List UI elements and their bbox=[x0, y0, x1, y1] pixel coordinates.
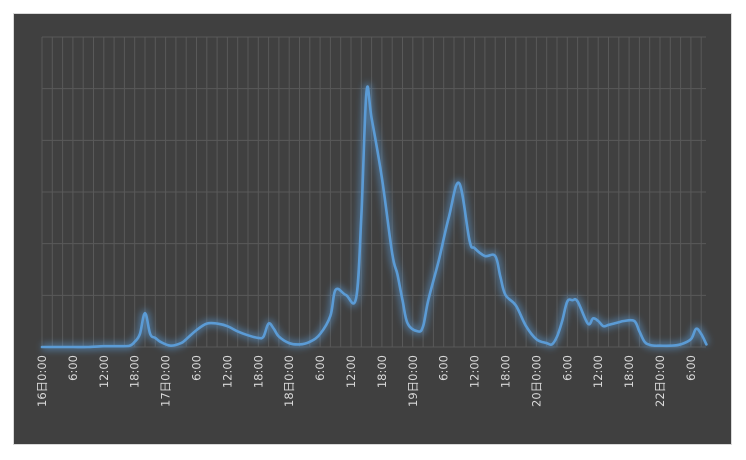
x-tick-label: 18:00 bbox=[375, 355, 389, 388]
x-tick-label: 16日0:00 bbox=[35, 355, 49, 407]
x-tick-label: 6:00 bbox=[66, 355, 80, 381]
x-tick-label: 18日0:00 bbox=[282, 355, 296, 407]
x-tick-label: 18:00 bbox=[128, 355, 142, 388]
x-tick-label: 18:00 bbox=[622, 355, 636, 388]
x-tick-label: 18:00 bbox=[251, 355, 265, 388]
chart-area bbox=[13, 13, 732, 445]
gridlines bbox=[41, 36, 706, 348]
x-tick-label: 6:00 bbox=[684, 355, 698, 381]
x-tick-label: 12:00 bbox=[468, 355, 482, 388]
series-line bbox=[40, 85, 708, 349]
x-tick-label: 6:00 bbox=[437, 355, 451, 381]
x-tick-labels: 16日0:00 6:00 12:00 18:00 17日0:00 6:00 12:00 18:… bbox=[35, 355, 698, 407]
x-tick-label: 17日0:00 bbox=[159, 355, 173, 407]
x-tick-label: 12:00 bbox=[220, 355, 234, 388]
x-tick-label: 18:00 bbox=[499, 355, 513, 388]
x-tick-label: 22日0:00 bbox=[653, 355, 667, 407]
x-tick-label: 20日0:00 bbox=[529, 355, 543, 407]
x-tick-label: 12:00 bbox=[344, 355, 358, 388]
x-tick-label: 12:00 bbox=[97, 355, 111, 388]
x-tick-label: 19日0:00 bbox=[406, 355, 420, 407]
x-tick-label: 6:00 bbox=[560, 355, 574, 381]
x-tick-label: 6:00 bbox=[313, 355, 327, 381]
x-tick-label: 12:00 bbox=[591, 355, 605, 388]
series-layer bbox=[40, 83, 710, 351]
x-tick-label: 6:00 bbox=[190, 355, 204, 381]
